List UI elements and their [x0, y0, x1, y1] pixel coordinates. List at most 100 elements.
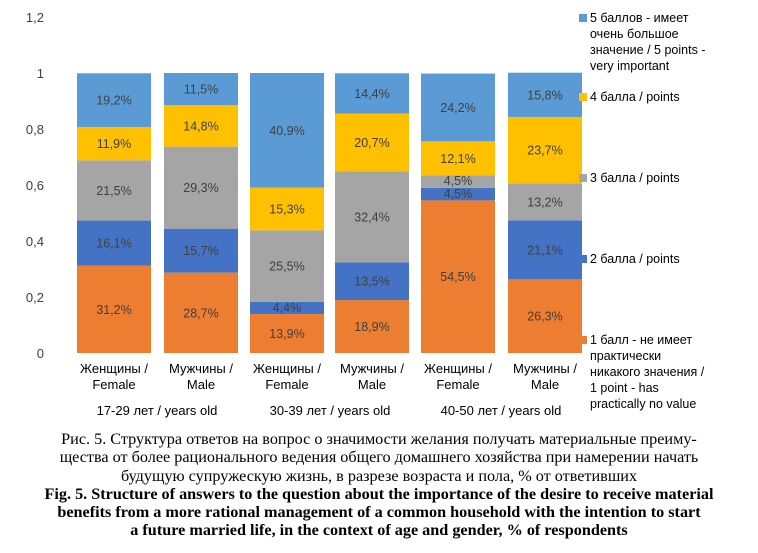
caption-en-line: a future married life, in the context of…	[130, 521, 628, 540]
legend-label: 2 балла / points	[590, 252, 680, 266]
legend-label: 1 point - has	[590, 381, 659, 395]
caption-en-line: benefits from a more rational management…	[57, 503, 701, 522]
data-label: 12,1%	[440, 152, 475, 166]
bar-segment	[421, 200, 495, 353]
bar-segment	[250, 73, 324, 188]
legend-label: 1 балл - не имеет	[590, 333, 692, 347]
y-tick-label: 1	[37, 66, 44, 81]
legend-swatch	[579, 255, 587, 263]
legend-swatch	[579, 93, 587, 101]
data-label: 31,2%	[96, 303, 131, 317]
data-label: 13,9%	[269, 327, 304, 341]
data-label: 11,5%	[184, 83, 219, 97]
data-label: 24,2%	[440, 101, 475, 115]
data-label: 32,4%	[354, 210, 389, 224]
bar-segment	[250, 314, 324, 353]
x-category-label: Male	[358, 377, 386, 392]
y-tick-label: 1,2	[26, 10, 44, 25]
data-label: 25,5%	[269, 260, 304, 274]
bar-segment	[250, 187, 324, 231]
data-label: 29,3%	[183, 181, 218, 195]
data-label: 21,5%	[96, 184, 131, 198]
data-label: 21,1%	[527, 243, 562, 257]
data-label: 4,5%	[444, 174, 473, 188]
bar-segment	[421, 141, 495, 176]
data-label: 15,7%	[183, 244, 218, 258]
legend-label: practically no value	[590, 397, 696, 411]
bar-segment	[77, 265, 151, 353]
x-category-label: Женщины /	[424, 361, 492, 376]
legend-swatch	[579, 174, 587, 182]
data-label: 19,2%	[96, 94, 131, 108]
x-category-label: Женщины /	[80, 361, 148, 376]
data-label: 28,7%	[183, 306, 218, 320]
legend-swatch	[579, 14, 587, 22]
bar-segment	[250, 301, 324, 315]
bar-segment	[164, 105, 238, 147]
caption-en: Fig. 5. Structure of answers to the ques…	[0, 485, 758, 540]
x-category-label: Женщины /	[253, 361, 321, 376]
bar-segment	[335, 171, 409, 263]
bar-segment	[335, 113, 409, 172]
data-label: 11,9%	[97, 137, 132, 151]
data-label: 40,9%	[269, 124, 304, 138]
data-label: 4,4%	[273, 301, 302, 315]
bar-segment	[421, 187, 495, 201]
y-tick-label: 0,8	[26, 122, 44, 137]
bar-segment	[250, 230, 324, 302]
y-tick-label: 0,6	[26, 178, 44, 193]
caption-ru-line: щества от более рационального ведения об…	[59, 448, 699, 467]
data-label: 13,2%	[527, 195, 562, 209]
legend-swatch	[579, 336, 587, 344]
bar-segment	[77, 73, 151, 128]
legend-label: практически	[590, 349, 661, 363]
bar-segment	[508, 116, 582, 184]
legend-label: значение / 5 points -	[590, 43, 705, 57]
data-label: 13,5%	[354, 275, 389, 289]
bar-segment	[164, 228, 238, 273]
x-category-label: Male	[531, 377, 559, 392]
bar-segment	[421, 175, 495, 188]
x-category-label: Мужчины /	[169, 361, 233, 376]
data-label: 15,8%	[527, 88, 562, 102]
x-category-label: Female	[265, 377, 308, 392]
legend-label: very important	[590, 59, 670, 73]
x-category-label: Мужчины /	[513, 361, 577, 376]
data-label: 26,3%	[527, 310, 562, 324]
data-label: 18,9%	[354, 320, 389, 334]
legend-label: 5 баллов - имеет	[590, 11, 689, 25]
bar-segment	[77, 220, 151, 266]
stacked-bar-chart: 0 0,2 0,4 0,6 0,8 1 1,2 31,2% 16,1% 21,5% 11,9% 19,…	[26, 10, 706, 418]
bar-segment	[77, 127, 151, 161]
y-tick-label: 0,4	[26, 234, 44, 249]
data-label: 15,3%	[269, 202, 304, 216]
data-label: 14,8%	[183, 119, 218, 133]
figure-caption: Рис. 5. Структура ответов на вопрос о зн…	[0, 430, 758, 540]
data-label: 20,7%	[354, 136, 389, 150]
x-category-label: Female	[92, 377, 135, 392]
caption-ru: Рис. 5. Структура ответов на вопрос о зн…	[0, 430, 758, 485]
y-tick-label: 0,2	[26, 290, 44, 305]
x-category-label: Female	[436, 377, 479, 392]
bar-segment	[508, 183, 582, 221]
x-group-label: 17-29 лет / years old	[97, 403, 218, 418]
x-category-label: Male	[187, 377, 215, 392]
bar-segment	[164, 146, 238, 229]
bar-segment	[335, 300, 409, 353]
bar-segment	[164, 73, 238, 106]
data-label: 14,4%	[354, 87, 389, 101]
caption-en-line: Fig. 5. Structure of answers to the ques…	[44, 484, 714, 503]
data-label: 16,1%	[96, 237, 131, 251]
bar-segment	[508, 279, 582, 353]
legend-label: очень большое	[590, 27, 679, 41]
bar-segment	[164, 272, 238, 353]
data-label: 54,5%	[440, 270, 475, 284]
bar-segment	[335, 73, 409, 114]
data-label: 23,7%	[527, 144, 562, 158]
x-category-label: Мужчины /	[340, 361, 404, 376]
legend-label: 3 балла / points	[590, 171, 680, 185]
y-tick-label: 0	[37, 346, 44, 361]
bar-segment	[77, 160, 151, 221]
legend-label: никакого значения /	[590, 365, 705, 379]
bar-segment	[335, 262, 409, 301]
